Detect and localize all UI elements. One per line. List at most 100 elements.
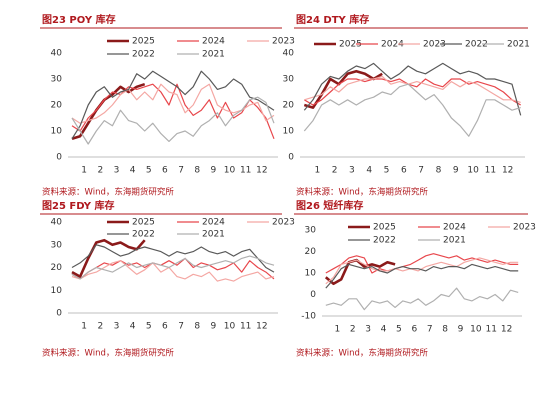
- legend-label: 2023: [513, 223, 536, 233]
- y-tick-label: 10: [51, 127, 63, 137]
- legend-label: 2023: [272, 218, 295, 228]
- source-note: 资料来源：Wind，东海期货研究所: [296, 187, 428, 198]
- y-tick-label: 20: [51, 101, 63, 111]
- y-tick-label: -10: [301, 312, 316, 322]
- legend-label: 2024: [202, 218, 225, 228]
- x-tick-label: 9: [211, 166, 217, 176]
- x-tick-label: 1: [81, 322, 87, 332]
- series-line: [304, 75, 521, 103]
- legend-label: 2025: [339, 40, 362, 50]
- x-tick-label: 11: [240, 322, 251, 332]
- x-tick-label: 11: [240, 166, 251, 176]
- x-tick-label: 3: [114, 322, 120, 332]
- legend-label: 2023: [272, 37, 295, 47]
- legend-label: 2022: [465, 40, 488, 50]
- legend-label: 2021: [202, 50, 225, 60]
- x-tick-label: 6: [401, 166, 407, 176]
- x-tick-label: 7: [178, 166, 184, 176]
- legend-label: 2022: [132, 230, 155, 240]
- legend-label: 2021: [507, 40, 530, 50]
- x-tick-label: 6: [411, 325, 417, 335]
- series-line: [71, 257, 275, 280]
- y-tick-label: 20: [51, 263, 63, 273]
- legend-label: 2024: [202, 37, 225, 47]
- x-tick-label: 8: [194, 322, 200, 332]
- series-line: [71, 70, 275, 140]
- chart-title: 图23 POY 库存: [42, 13, 116, 26]
- y-tick-label: 0: [56, 153, 62, 163]
- x-tick-label: 4: [130, 166, 136, 176]
- series-line: [325, 257, 519, 285]
- y-tick-label: 0: [310, 290, 316, 300]
- x-tick-label: 5: [384, 166, 390, 176]
- chart-title: 图26 短纤库存: [296, 199, 363, 212]
- x-tick-label: 6: [162, 322, 168, 332]
- x-tick-label: 1: [314, 166, 320, 176]
- x-tick-label: 5: [146, 322, 152, 332]
- series-line: [71, 96, 275, 145]
- x-tick-label: 10: [470, 325, 482, 335]
- legend-label: 2021: [202, 230, 225, 240]
- x-tick-label: 1: [81, 166, 87, 176]
- x-tick-label: 3: [349, 166, 355, 176]
- legend-label: 2025: [132, 37, 155, 47]
- y-tick-label: 0: [288, 153, 294, 163]
- legend-label: 2024: [381, 40, 404, 50]
- x-tick-label: 10: [224, 322, 236, 332]
- source-note: 资料来源：Wind，东海期货研究所: [42, 348, 174, 359]
- x-tick-label: 7: [178, 322, 184, 332]
- x-tick-label: 11: [486, 325, 497, 335]
- x-tick-label: 2: [97, 166, 103, 176]
- y-tick-label: 30: [51, 240, 63, 250]
- x-tick-label: 5: [396, 325, 402, 335]
- legend-label: 2025: [132, 218, 155, 228]
- x-tick-label: 12: [502, 166, 513, 176]
- x-tick-label: 8: [442, 325, 448, 335]
- x-tick-label: 2: [332, 166, 338, 176]
- legend-label: 2021: [443, 236, 466, 246]
- x-tick-label: 1: [335, 325, 341, 335]
- series-line: [303, 83, 521, 137]
- x-tick-label: 3: [365, 325, 371, 335]
- x-tick-label: 7: [427, 325, 433, 335]
- x-tick-label: 6: [162, 166, 168, 176]
- x-tick-label: 8: [194, 166, 200, 176]
- y-tick-label: 10: [283, 127, 295, 137]
- series-line: [71, 82, 146, 141]
- x-tick-label: 4: [381, 325, 387, 335]
- y-tick-label: 20: [305, 247, 317, 257]
- x-tick-label: 4: [130, 322, 136, 332]
- series-line: [324, 258, 396, 286]
- x-tick-label: 2: [350, 325, 356, 335]
- legend-label: 2022: [373, 236, 396, 246]
- legend-label: 2023: [423, 40, 446, 50]
- legend-label: 2024: [443, 223, 466, 233]
- y-tick-label: 30: [283, 75, 295, 85]
- x-tick-label: 4: [366, 166, 372, 176]
- y-tick-label: 40: [51, 49, 63, 59]
- x-tick-label: 10: [224, 166, 236, 176]
- x-tick-label: 9: [458, 325, 464, 335]
- series-line: [303, 69, 383, 109]
- chart-title: 图25 FDY 库存: [42, 199, 115, 212]
- series-line: [71, 260, 275, 282]
- y-tick-label: 0: [56, 309, 62, 319]
- x-tick-label: 10: [467, 166, 479, 176]
- y-tick-label: 20: [283, 101, 295, 111]
- series-line: [303, 62, 522, 116]
- y-tick-label: 10: [51, 286, 63, 296]
- series-line: [325, 263, 519, 289]
- x-tick-label: 9: [211, 322, 217, 332]
- y-tick-label: 40: [283, 49, 295, 59]
- series-line: [325, 253, 519, 274]
- legend-label: 2025: [373, 223, 396, 233]
- legend-label: 2022: [132, 50, 155, 60]
- series-line: [71, 238, 146, 278]
- chart-title: 图24 DTY 库存: [296, 13, 369, 26]
- y-tick-label: 30: [51, 75, 63, 85]
- source-note: 资料来源：Wind，东海期货研究所: [296, 348, 428, 359]
- x-tick-label: 12: [256, 322, 267, 332]
- source-note: 资料来源：Wind，东海期货研究所: [42, 187, 174, 198]
- x-tick-label: 5: [146, 166, 152, 176]
